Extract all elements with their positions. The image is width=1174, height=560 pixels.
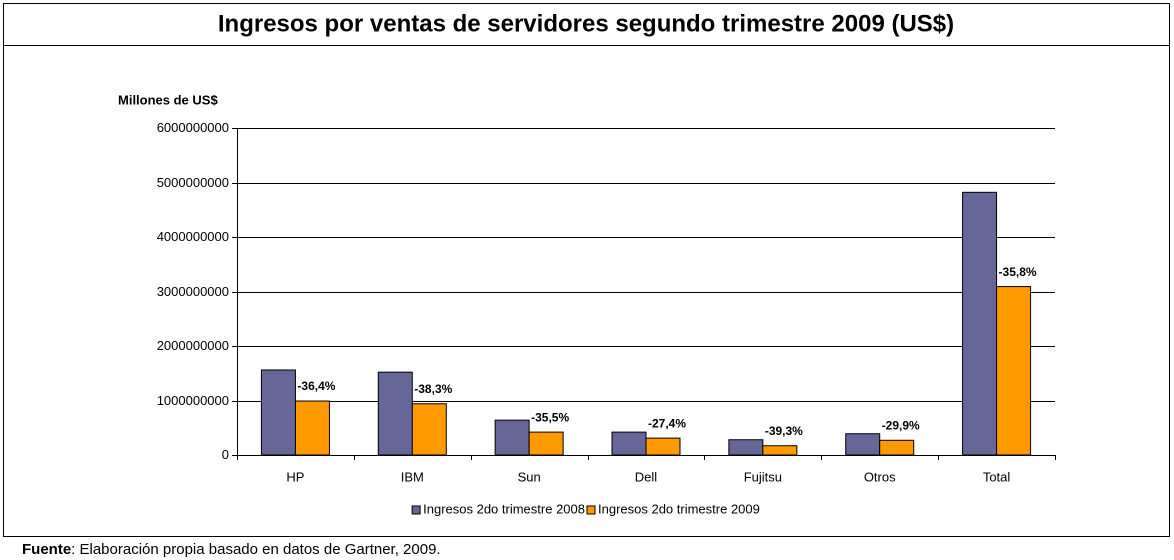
bar xyxy=(762,445,798,456)
chart-title: Ingresos por ventas de servidores segund… xyxy=(218,10,954,37)
y-axis-label: Millones de US$ xyxy=(118,92,218,107)
y-tick-label: 5000000000 xyxy=(157,175,229,190)
x-tick-label: IBM xyxy=(401,469,424,484)
x-tick-label: Dell xyxy=(635,469,658,484)
change-label: -35,5% xyxy=(531,410,569,424)
source-text: : Elaboración propia basado en datos de … xyxy=(71,541,440,558)
legend-swatch xyxy=(586,505,596,515)
bar xyxy=(294,400,330,456)
change-label: -29,9% xyxy=(882,418,920,432)
legend-swatch xyxy=(411,505,421,515)
bar xyxy=(260,369,296,456)
legend: Ingresos 2do trimestre 2008 Ingresos 2do … xyxy=(411,501,760,516)
legend-label: Ingresos 2do trimestre 2008 xyxy=(423,501,585,516)
bar xyxy=(645,437,681,456)
change-label: -39,3% xyxy=(765,424,803,438)
bar xyxy=(494,419,530,456)
y-tick-label: 3000000000 xyxy=(157,284,229,299)
y-tick-label: 6000000000 xyxy=(157,120,229,135)
change-label: -27,4% xyxy=(648,416,686,430)
x-tick-label: HP xyxy=(286,469,304,484)
bar xyxy=(377,371,413,456)
y-tick-label: 4000000000 xyxy=(157,229,229,244)
bar xyxy=(996,286,1032,456)
change-label: -38,3% xyxy=(414,382,452,396)
legend-label: Ingresos 2do trimestre 2009 xyxy=(598,501,760,516)
x-tick-label: Otros xyxy=(864,469,896,484)
change-label: -36,4% xyxy=(297,379,335,393)
x-tick-label: Total xyxy=(983,469,1011,484)
y-tick-label: 1000000000 xyxy=(157,393,229,408)
y-tick-label: 2000000000 xyxy=(157,338,229,353)
x-tick-label: Fujitsu xyxy=(744,469,782,484)
bar xyxy=(411,403,447,456)
change-label: -35,8% xyxy=(999,265,1037,279)
y-tick-label: 0 xyxy=(222,447,229,462)
x-tick-label: Sun xyxy=(518,469,541,484)
source-label: Fuente xyxy=(22,541,71,558)
bar xyxy=(528,431,564,456)
bar xyxy=(845,433,881,456)
bar xyxy=(611,431,647,456)
bar xyxy=(728,439,764,456)
source-note: Fuente: Elaboración propia basado en dat… xyxy=(22,541,441,558)
bar xyxy=(879,439,915,456)
bar xyxy=(962,191,998,456)
